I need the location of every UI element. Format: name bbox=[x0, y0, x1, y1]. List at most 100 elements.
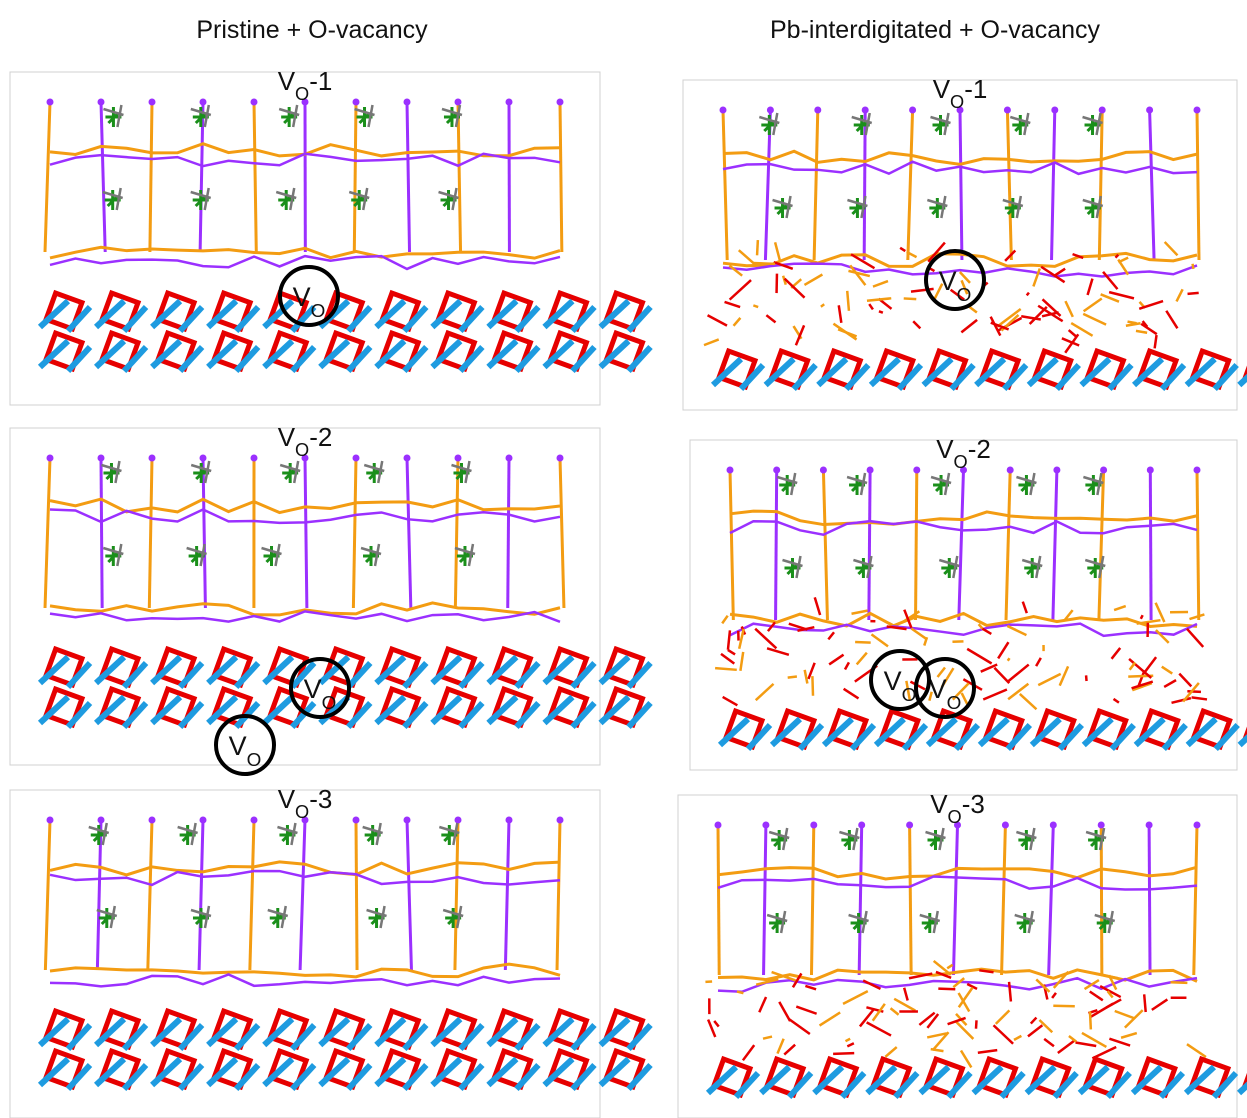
atom bbox=[767, 107, 774, 114]
bond bbox=[101, 458, 102, 608]
bond bbox=[718, 825, 719, 975]
atom bbox=[353, 817, 360, 824]
atom bbox=[1100, 467, 1107, 474]
vacancy-label-subscript: O bbox=[247, 750, 262, 771]
bond bbox=[356, 820, 357, 970]
bond bbox=[150, 102, 152, 252]
bond bbox=[910, 825, 912, 975]
bond bbox=[560, 102, 562, 252]
bond bbox=[960, 110, 962, 260]
panel-label-symbol: V bbox=[278, 66, 296, 96]
vacancy-label-subscript: O bbox=[311, 301, 326, 322]
bond bbox=[1053, 1006, 1074, 1007]
bond bbox=[1090, 1011, 1091, 1029]
atom bbox=[1146, 822, 1153, 829]
vacancy-label-subscript: O bbox=[322, 693, 337, 714]
atom bbox=[913, 467, 920, 474]
atom bbox=[557, 817, 564, 824]
atom bbox=[47, 817, 54, 824]
atom bbox=[1194, 467, 1201, 474]
atom bbox=[353, 455, 360, 462]
vacancy-label-subscript: O bbox=[902, 685, 917, 706]
bond bbox=[855, 642, 871, 643]
atom bbox=[906, 822, 913, 829]
panel-label-subscript: O bbox=[295, 802, 309, 822]
atom bbox=[353, 99, 360, 106]
atom bbox=[1099, 107, 1106, 114]
atom bbox=[149, 817, 156, 824]
bond bbox=[938, 989, 955, 990]
vacancy-label-subscript: O bbox=[957, 285, 972, 306]
atom bbox=[557, 455, 564, 462]
bond bbox=[916, 470, 917, 620]
bond bbox=[715, 668, 737, 670]
atom bbox=[814, 107, 821, 114]
bond bbox=[776, 470, 777, 620]
atom bbox=[858, 822, 865, 829]
panel: VOVO-2 bbox=[690, 434, 1247, 770]
bond bbox=[354, 102, 356, 252]
atom bbox=[47, 455, 54, 462]
atom bbox=[251, 99, 258, 106]
atom bbox=[720, 107, 727, 114]
atom bbox=[867, 467, 874, 474]
panel-label-suffix: -3 bbox=[962, 789, 985, 819]
bond bbox=[508, 458, 509, 608]
atom bbox=[404, 817, 411, 824]
atom bbox=[1194, 822, 1201, 829]
atom bbox=[1004, 107, 1011, 114]
atom bbox=[98, 817, 105, 824]
atom bbox=[820, 467, 827, 474]
atom bbox=[1002, 822, 1009, 829]
atom bbox=[149, 455, 156, 462]
atom bbox=[1050, 822, 1057, 829]
atom bbox=[404, 99, 411, 106]
panel-label-suffix: -2 bbox=[309, 422, 332, 452]
bond bbox=[305, 458, 307, 608]
vacancy-label-symbol: V bbox=[293, 282, 311, 312]
bond bbox=[1027, 293, 1029, 296]
bond bbox=[737, 992, 744, 994]
atom bbox=[506, 817, 513, 824]
atom bbox=[557, 99, 564, 106]
panel-label-symbol: V bbox=[936, 434, 954, 464]
panel: VOVO-1 bbox=[683, 74, 1247, 410]
panel-label-suffix: -3 bbox=[309, 784, 332, 814]
atom bbox=[1146, 107, 1153, 114]
panel-label-suffix: -1 bbox=[964, 74, 987, 104]
atom bbox=[506, 455, 513, 462]
bond bbox=[757, 240, 758, 255]
bond bbox=[1187, 691, 1201, 692]
figure: Pristine + O-vacancyVOVO-1VOVO-2VOVO-3Pb… bbox=[0, 0, 1247, 1118]
atom bbox=[251, 817, 258, 824]
panel-label-symbol: V bbox=[278, 784, 296, 814]
panel: VOVO-3 bbox=[10, 716, 651, 1118]
bond bbox=[833, 1053, 854, 1054]
atom bbox=[1098, 822, 1105, 829]
atom bbox=[455, 99, 462, 106]
bond bbox=[1193, 264, 1194, 269]
atom bbox=[773, 467, 780, 474]
bond bbox=[1171, 982, 1188, 983]
vacancy-label-subscript: O bbox=[947, 693, 962, 714]
bond bbox=[753, 305, 758, 307]
atom bbox=[1053, 467, 1060, 474]
atom bbox=[715, 822, 722, 829]
atom bbox=[1007, 467, 1014, 474]
atom bbox=[727, 467, 734, 474]
bond bbox=[847, 291, 849, 311]
bond bbox=[1188, 293, 1199, 294]
bond bbox=[869, 470, 870, 620]
vacancy-label-symbol: V bbox=[929, 674, 947, 704]
atom bbox=[762, 822, 769, 829]
bond bbox=[1144, 994, 1146, 1012]
atom bbox=[1147, 467, 1154, 474]
panel-label-subscript: O bbox=[950, 92, 964, 112]
panel-label-symbol: V bbox=[933, 74, 951, 104]
bond bbox=[1141, 615, 1143, 619]
panel-label-subscript: O bbox=[948, 807, 962, 827]
vacancy-label-symbol: V bbox=[229, 731, 247, 761]
atom bbox=[506, 99, 513, 106]
panel-label-subscript: O bbox=[295, 440, 309, 460]
